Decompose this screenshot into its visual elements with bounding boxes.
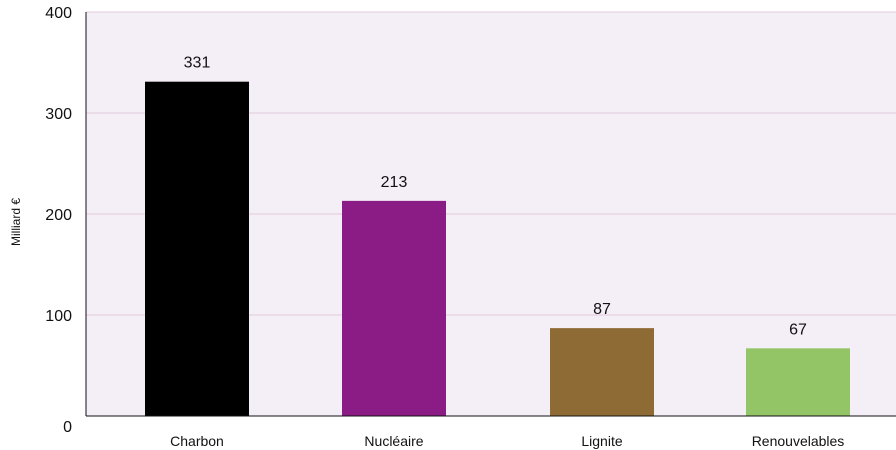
data-labels: 331 213 87 67	[184, 55, 807, 339]
bar-charbon	[145, 81, 249, 416]
data-label: 213	[381, 174, 408, 191]
y-tick-label: 100	[45, 308, 72, 325]
x-category-label: Lignite	[581, 433, 622, 449]
bar-renouvelables	[746, 348, 850, 416]
x-axis-category-labels: Charbon Nucléaire Lignite Renouvelables	[170, 433, 844, 449]
y-axis-tick-labels: 0 100 200 300 400	[45, 5, 72, 436]
y-tick-label: 0	[63, 419, 72, 436]
y-axis-title: Milliard €	[9, 198, 23, 246]
y-tick-label: 400	[45, 5, 72, 22]
data-label: 331	[184, 55, 211, 72]
bars	[145, 81, 850, 416]
y-tick-label: 300	[45, 106, 72, 123]
y-tick-label: 200	[45, 207, 72, 224]
x-category-label: Charbon	[170, 433, 224, 449]
bar-nucléaire	[342, 200, 446, 416]
data-label: 67	[789, 321, 807, 338]
data-label: 87	[593, 301, 611, 318]
x-category-label: Nucléaire	[364, 433, 423, 449]
x-category-label: Renouvelables	[752, 433, 845, 449]
axes	[85, 12, 896, 417]
bar-lignite	[550, 328, 654, 416]
